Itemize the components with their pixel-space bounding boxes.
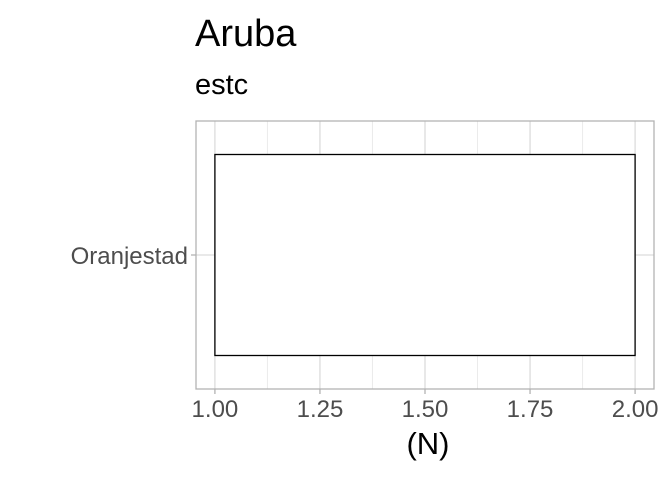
x-tick-label: 2.00 (612, 396, 659, 423)
x-tick-label: 1.00 (192, 396, 239, 423)
x-tick-label: 1.50 (402, 396, 449, 423)
plot-panel: 1.00 1.25 1.50 1.75 2.00 Oranjestad (71, 120, 659, 423)
y-tick-label: Oranjestad (71, 243, 188, 270)
x-axis-label: (N) (406, 426, 449, 461)
bar (214, 153, 636, 357)
chart-subtitle: estc (195, 69, 248, 101)
x-tick-label: 1.25 (297, 396, 344, 423)
chart-title: Aruba (195, 13, 297, 55)
x-tick-label: 1.75 (507, 396, 554, 423)
